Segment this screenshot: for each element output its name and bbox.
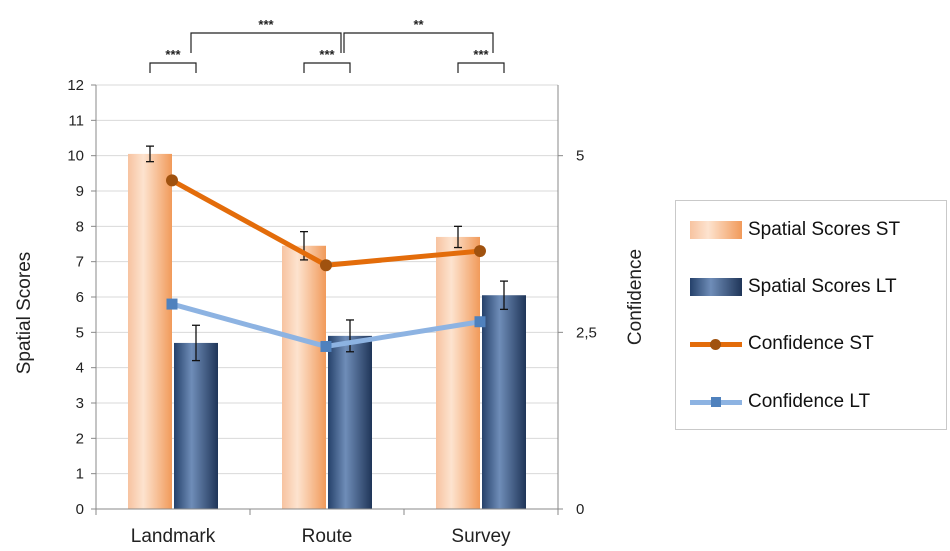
y-right-tick-label: 5 bbox=[576, 148, 584, 165]
bar bbox=[328, 335, 372, 509]
significance-label: *** bbox=[319, 47, 335, 62]
significance-bracket bbox=[190, 32, 342, 53]
bar bbox=[174, 342, 218, 509]
y-left-tick-label: 10 bbox=[67, 148, 84, 165]
y-left-tick-label: 9 bbox=[76, 183, 84, 200]
x-category-label: Landmark bbox=[131, 526, 216, 547]
y-left-tick-label: 6 bbox=[76, 289, 84, 306]
significance-label: ** bbox=[413, 17, 424, 32]
significance-bracket bbox=[149, 62, 197, 73]
bar bbox=[436, 236, 480, 509]
legend-label-confidence-st: Confidence ST bbox=[748, 333, 874, 354]
line-point bbox=[474, 245, 486, 258]
legend-swatch-confidence-st bbox=[690, 335, 742, 353]
legend-swatch-spatial-st bbox=[690, 221, 742, 239]
bars-group bbox=[128, 153, 526, 509]
significance-bracket bbox=[343, 32, 494, 53]
y-left-tick-label: 1 bbox=[76, 466, 84, 483]
y-left-tick-label: 2 bbox=[76, 430, 84, 447]
significance-group: *** *** ****** ** bbox=[149, 17, 505, 73]
y-left-tick-label: 7 bbox=[76, 254, 84, 271]
error-bars-group bbox=[146, 145, 508, 362]
legend: Spatial Scores ST Spatial Scores LT Conf… bbox=[675, 200, 947, 430]
y-left-tick-label: 8 bbox=[76, 218, 84, 235]
x-category-label: Survey bbox=[451, 526, 511, 547]
x-category-label: Route bbox=[302, 526, 353, 547]
line-point bbox=[474, 316, 486, 328]
significance-label: *** bbox=[258, 17, 274, 32]
legend-item-confidence-st: Confidence ST bbox=[690, 333, 874, 355]
y-right-tick-label: 0 bbox=[576, 501, 584, 518]
line-point bbox=[320, 340, 332, 352]
legend-swatch-spatial-lt bbox=[690, 278, 742, 296]
y-left-tick-label: 3 bbox=[76, 395, 84, 412]
legend-swatch-confidence-lt bbox=[690, 393, 742, 411]
significance-label: *** bbox=[165, 47, 181, 62]
significance-bracket bbox=[457, 62, 505, 73]
significance-label: *** bbox=[473, 47, 489, 62]
y-left-tick-label: 5 bbox=[76, 324, 84, 341]
legend-item-spatial-st: Spatial Scores ST bbox=[690, 219, 900, 241]
legend-item-spatial-lt: Spatial Scores LT bbox=[690, 276, 897, 298]
significance-bracket bbox=[303, 62, 351, 73]
y-left-axis-title: Spatial Scores bbox=[14, 252, 35, 375]
legend-label-confidence-lt: Confidence LT bbox=[748, 391, 871, 412]
y-left-tick-label: 4 bbox=[76, 360, 84, 377]
y-right-axis-title: Confidence bbox=[625, 249, 646, 345]
legend-item-confidence-lt: Confidence LT bbox=[690, 391, 870, 413]
legend-label-spatial-lt: Spatial Scores LT bbox=[748, 276, 897, 297]
line-point bbox=[320, 259, 332, 272]
line-point bbox=[166, 298, 178, 310]
legend-label-spatial-st: Spatial Scores ST bbox=[748, 219, 901, 240]
y-left-tick-label: 11 bbox=[68, 112, 84, 129]
bar bbox=[282, 245, 326, 509]
y-left-tick-label: 0 bbox=[76, 501, 84, 518]
lines-group bbox=[166, 174, 486, 352]
y-right-tick-label: 2,5 bbox=[576, 324, 597, 341]
bar bbox=[128, 153, 172, 509]
line-point bbox=[166, 174, 178, 187]
y-left-tick-label: 12 bbox=[67, 77, 84, 94]
bar bbox=[482, 295, 526, 509]
gridlines bbox=[96, 84, 558, 475]
